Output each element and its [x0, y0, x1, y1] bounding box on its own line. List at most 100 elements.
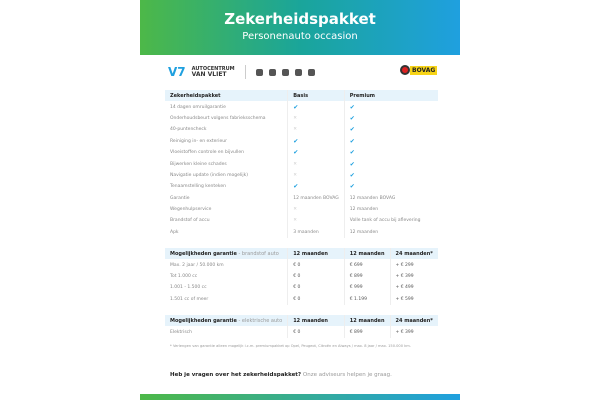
table-cell: + € 599 — [395, 296, 414, 302]
check-icon: ✔ — [349, 183, 355, 191]
table-row: 1.001 - 1.500 cc € 0 € 999 + € 499 — [165, 282, 438, 294]
table-cell: 1.001 - 1.500 cc — [165, 282, 289, 294]
table-cell: + € 399 — [395, 329, 414, 335]
table-cell: 12 maanden — [287, 248, 345, 260]
table-cell: € 999 — [344, 282, 391, 294]
footnote: * Verlengen van garantie alleen mogelijk… — [170, 344, 411, 348]
check-icon: ✔ — [293, 149, 299, 157]
table-cell: € 0 — [287, 326, 345, 338]
check-icon: ✔ — [293, 137, 299, 145]
table-cell: 12 maanden BOVAG — [287, 192, 345, 204]
peugeot-logo-icon — [268, 68, 276, 76]
table-cell: 12 maanden — [349, 207, 379, 213]
check-icon: ✔ — [349, 126, 355, 134]
table-row: Vloeistoffen controle en bijvullen ✔ ✔ — [165, 146, 438, 159]
table-cell: Onderhoudsbeurt volgens fabrieksschema — [165, 112, 289, 125]
cell-cross: ✕ — [287, 158, 345, 170]
table-cell: Garantie — [165, 192, 289, 204]
table-cell: + € 399 — [395, 274, 414, 280]
table-cell: 24 maanden* — [390, 315, 438, 327]
spacer — [165, 305, 438, 315]
cell-check: ✔ — [287, 146, 345, 159]
divider — [244, 65, 246, 79]
aiways-logo-icon — [307, 68, 315, 76]
table-cell: 40-puntencheck — [165, 124, 289, 136]
table-cell: Volle tank of accu bij aflevering — [349, 218, 421, 224]
citroen-logo-icon — [281, 68, 289, 76]
cell-cross: ✕ — [287, 203, 345, 216]
footer-banner — [140, 394, 460, 400]
document: Zekerheidspakket Personenauto occasion V… — [140, 0, 460, 400]
table-row: Tot 1.000 cc € 0 € 899 + € 399 — [165, 270, 438, 283]
cross-icon: ✕ — [293, 172, 297, 178]
table-cell: 12 maanden — [344, 248, 391, 260]
cross-icon: ✕ — [293, 127, 297, 133]
page-subtitle: Personenauto occasion — [242, 31, 358, 42]
table-cell: Wegenhulpservice — [165, 203, 289, 216]
spacer — [165, 238, 438, 248]
question-text: Heb je vragen over het zekerheidspakket?… — [170, 372, 392, 378]
ds-logo-icon — [294, 68, 302, 76]
table-row: Brandstof of accu ✕ Volle tank of accu bij… — [165, 215, 438, 227]
table-cell: Basis — [287, 90, 345, 102]
cell-check: ✔ — [344, 136, 438, 147]
table-cell: Reiniging in- en exterieur — [165, 135, 289, 147]
table-cell: 12 maanden — [287, 315, 345, 327]
spacer-row — [165, 238, 438, 248]
table-cell: Vloeistoffen controle en bijvullen — [165, 146, 289, 159]
opel-logo-icon — [255, 68, 263, 76]
cross-icon: ✕ — [293, 161, 297, 167]
table-cell: € 1.199 — [344, 293, 391, 306]
cell-cross: ✕ — [287, 169, 345, 182]
check-icon: ✔ — [349, 137, 355, 145]
table-row: Apk 3 maanden 12 maanden — [165, 226, 438, 239]
cell-check: ✔ — [344, 158, 438, 169]
check-icon: ✔ — [349, 149, 355, 157]
table-row: 14 dagen omruilgarantie ✔ ✔ — [165, 101, 438, 113]
table-cell: 12 maanden BOVAG — [349, 195, 396, 201]
table-cell: Max. 2 jaar / 50.000 km — [165, 259, 289, 271]
table-header-row: Mogelijkheden garantie - brandstof auto 1… — [165, 248, 438, 260]
table-row: Bijwerken kleine schades ✕ ✔ — [165, 158, 438, 170]
table-cell: € 0 — [287, 259, 345, 271]
table-cell: € 0 — [287, 282, 345, 294]
cell-check: ✔ — [287, 135, 345, 147]
table-cell: Brandstof of accu — [165, 215, 289, 227]
table-cell: Apk — [165, 226, 289, 239]
cell-cross: ✕ — [287, 112, 345, 125]
table-row: Onderhoudsbeurt volgens fabrieksschema ✕ ✔ — [165, 112, 438, 125]
check-icon: ✔ — [349, 171, 355, 179]
table-cell: Tot 1.000 cc — [165, 270, 289, 283]
cell-check: ✔ — [344, 124, 438, 135]
table-cell: 24 maanden* — [390, 248, 438, 260]
section-label: Mogelijkheden garantie - elektrische aut… — [165, 315, 289, 327]
table-cell: Premium — [344, 90, 438, 102]
dealer-logo-icon: V7 — [168, 65, 186, 79]
table-row: Reiniging in- en exterieur ✔ ✔ — [165, 135, 438, 147]
check-icon: ✔ — [349, 114, 355, 122]
table-row: Tenaamstelling kenteken ✔ ✔ — [165, 181, 438, 193]
table-cell: € 0 — [287, 293, 345, 306]
table-row: 1.501 cc of meer € 0 € 1.199 + € 599 — [165, 293, 438, 306]
table-cell: + € 299 — [395, 262, 414, 268]
cell-check: ✔ — [344, 113, 438, 124]
check-icon: ✔ — [293, 103, 299, 111]
package-table: Zekerheidspakket Basis Premium 14 dagen omr… — [165, 90, 438, 338]
table-row: 40-puntencheck ✕ ✔ — [165, 124, 438, 136]
cross-icon: ✕ — [293, 207, 297, 213]
table-cell: 1.501 cc of meer — [165, 293, 289, 306]
table-cell: Navigatie update (indien mogelijk) — [165, 169, 289, 182]
table-row: Max. 2 jaar / 50.000 km € 0 € 699 + € 299 — [165, 259, 438, 271]
cross-icon: ✕ — [293, 218, 297, 224]
bovag-logo: BOVAG — [400, 65, 438, 75]
table-header-row: Mogelijkheden garantie - elektrische aut… — [165, 315, 438, 327]
cell-cross: ✕ — [287, 215, 345, 227]
table-cell: € 899 — [344, 270, 391, 283]
cross-icon: ✕ — [293, 115, 297, 121]
table-cell: € 0 — [287, 270, 345, 283]
dealer-logo: AUTOCENTRUM VAN VLIET — [191, 66, 235, 78]
cell-check: ✔ — [344, 101, 438, 112]
table-row: Garantie 12 maanden BOVAG 12 maanden BOVAG — [165, 192, 438, 204]
table-cell: € 899 — [344, 326, 391, 338]
table-cell: Bijwerken kleine schades — [165, 158, 289, 170]
